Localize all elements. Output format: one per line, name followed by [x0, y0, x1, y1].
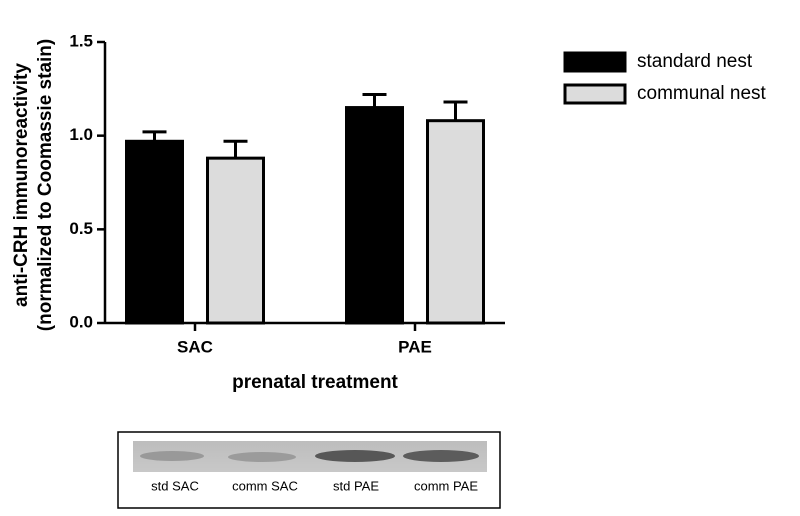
bar: [345, 106, 404, 325]
legend-swatch: [563, 51, 627, 73]
y-axis-title: (normalized to Coomassie stain): [35, 39, 56, 331]
blot-lane-label: comm PAE: [414, 478, 478, 493]
blot-band: [140, 451, 204, 461]
blot-band: [228, 452, 296, 462]
bar: [426, 119, 485, 325]
blot-lane-label: std PAE: [333, 478, 379, 493]
y-tick-label: 1.0: [69, 125, 93, 144]
x-axis-title: prenatal treatment: [232, 372, 398, 393]
x-tick-label: SAC: [177, 337, 213, 356]
legend-label: standard nest: [637, 51, 753, 72]
legend-swatch: [563, 83, 627, 105]
legend-label: communal nest: [637, 83, 767, 104]
y-tick-label: 1.5: [69, 31, 93, 50]
blot-band: [403, 450, 479, 462]
bar: [125, 139, 184, 325]
blot-panel: [117, 431, 501, 509]
bar: [206, 156, 265, 325]
y-axis-title: anti-CRH immunoreactivity: [11, 63, 32, 307]
blot-lane-label: comm SAC: [232, 478, 298, 493]
y-tick-label: 0.5: [69, 219, 93, 238]
x-tick-label: PAE: [398, 337, 432, 356]
y-tick-label: 0.0: [69, 312, 93, 331]
blot-lane-label: std SAC: [151, 478, 199, 493]
blot-band: [315, 450, 395, 462]
